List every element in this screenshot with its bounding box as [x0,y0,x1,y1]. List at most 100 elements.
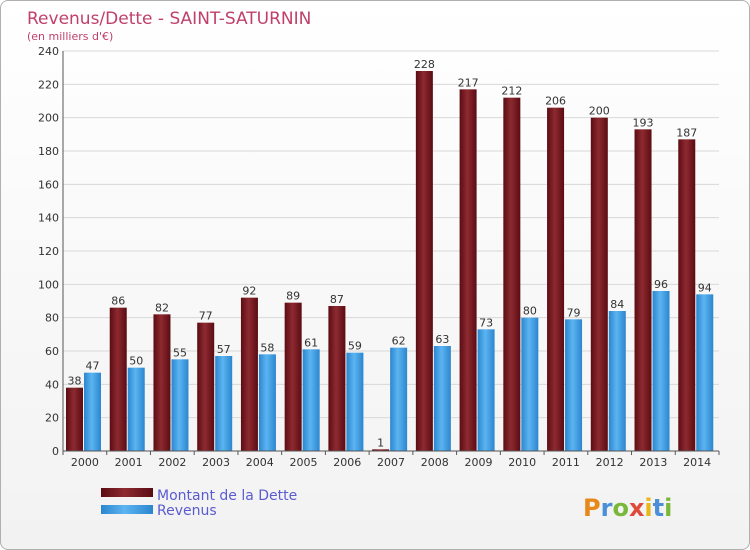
bar-dette [153,314,171,451]
logo-letter: t [653,494,664,522]
x-tick-label: 2014 [683,456,711,469]
y-tick-label: 220 [38,78,59,91]
logo-letter: i [664,494,672,522]
logo-letter: i [644,494,652,522]
x-tick-label: 2001 [115,456,143,469]
y-tick-label: 100 [38,278,59,291]
value-label-dette: 38 [68,375,82,388]
bar-dette [415,71,433,451]
logo-letter: r [601,494,613,522]
bar-revenus [302,349,320,451]
bar-dette [678,139,696,452]
logo-letter: o [612,494,629,522]
bar-revenus [565,319,583,451]
bars-layer [66,71,714,452]
value-label-dette: 86 [111,295,125,308]
x-tick-label: 2003 [202,456,230,469]
x-tick-label: 2012 [596,456,624,469]
chart-title: Revenus/Dette - SAINT-SATURNIN [27,9,311,29]
value-label-dette: 228 [414,58,435,71]
value-label-revenus: 62 [392,335,406,348]
value-label-revenus: 84 [610,298,624,311]
x-tick-label: 2009 [464,456,492,469]
logo-letter: P [583,494,601,522]
value-label-revenus: 80 [523,305,537,318]
value-label-dette: 82 [155,301,169,314]
legend: Montant de la Dette Revenus [101,488,297,519]
bar-revenus [84,372,101,451]
x-tick-label: 2011 [552,456,580,469]
legend-swatch-revenus [101,505,153,514]
y-tick-label: 0 [52,445,59,458]
value-label-dette: 217 [458,76,479,89]
bar-dette [634,129,652,452]
value-label-dette: 1 [377,436,384,449]
x-tick-label: 2007 [377,456,405,469]
y-tick-label: 40 [45,378,59,391]
x-tick-label: 2013 [639,456,667,469]
value-label-revenus: 61 [304,336,318,349]
legend-label-revenus: Revenus [157,503,217,519]
value-label-dette: 89 [286,290,300,303]
value-label-dette: 193 [633,116,654,129]
value-label-revenus: 55 [173,346,187,359]
value-label-dette: 200 [589,105,610,118]
bar-revenus [171,359,189,451]
bar-revenus [127,367,145,451]
bar-revenus [608,311,626,451]
logo-text: Proxiti [583,494,672,522]
value-label-dette: 212 [501,85,522,98]
y-tick-label: 60 [45,345,59,358]
bar-dette [197,322,215,451]
x-tick-label: 2002 [158,456,186,469]
value-label-dette: 87 [330,293,344,306]
value-label-revenus: 63 [435,333,449,346]
bar-dette [503,97,521,452]
value-label-dette: 187 [676,126,697,139]
bar-revenus [215,356,233,451]
bar-revenus [390,347,408,451]
bar-revenus [521,317,539,451]
x-tick-label: 2010 [508,456,536,469]
value-label-revenus: 47 [86,360,100,373]
bar-dette [590,117,608,452]
bar-revenus [477,329,495,451]
bar-dette [547,107,565,452]
legend-label-debt: Montant de la Dette [157,488,297,504]
value-label-dette: 92 [242,285,256,298]
y-tick-label: 240 [38,45,59,58]
x-tick-label: 2005 [290,456,318,469]
chart-subtitle: (en milliers d'€) [27,30,113,43]
x-tick-label: 2004 [246,456,274,469]
bar-dette [328,306,346,451]
x-tick-label: 2008 [421,456,449,469]
y-tick-label: 140 [38,212,59,225]
legend-swatch-debt [101,488,153,497]
value-label-dette: 206 [545,95,566,108]
bar-dette [372,449,390,451]
value-label-revenus: 96 [654,278,668,291]
labels-layer: 38 47 86 50 82 55 77 57 92 58 89 61 87 59 1 62 228 63 217 7… [68,58,712,449]
proxiti-logo: Proxiti [583,494,672,522]
value-label-dette: 77 [199,310,213,323]
bar-revenus [652,291,670,451]
x-tick-label: 2006 [333,456,361,469]
value-label-revenus: 59 [348,340,362,353]
value-label-revenus: 50 [129,355,143,368]
logo-letter: x [629,494,645,522]
y-tick-label: 200 [38,112,59,125]
bar-dette [284,302,302,451]
value-label-revenus: 58 [260,341,274,354]
value-label-revenus: 73 [479,316,493,329]
bar-revenus [696,294,714,451]
value-label-revenus: 94 [698,281,712,294]
y-tick-label: 120 [38,245,59,258]
bar-dette [240,297,258,451]
value-label-revenus: 79 [567,306,581,319]
bar-revenus [258,354,276,451]
bar-revenus [346,352,364,451]
y-tick-label: 180 [38,145,59,158]
